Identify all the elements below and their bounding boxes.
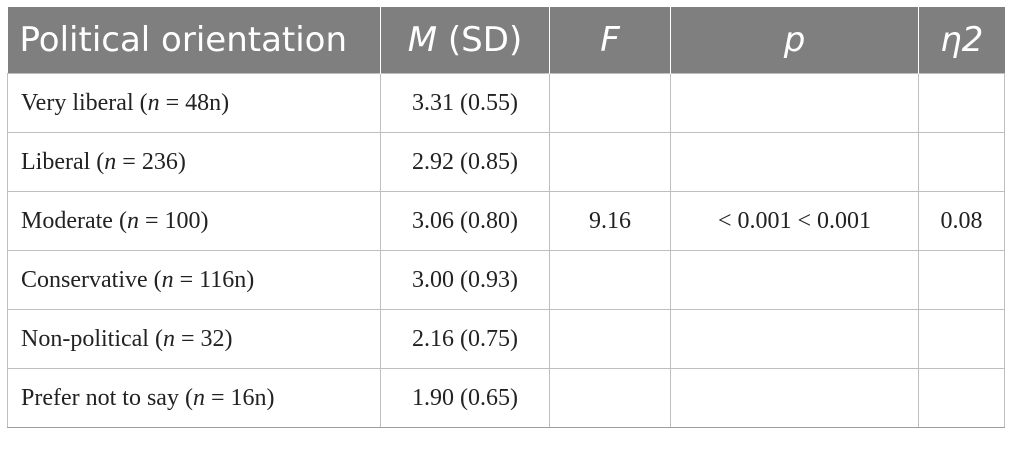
cell-p xyxy=(670,368,919,428)
cell-mean-sd: 3.00 (0.93) xyxy=(380,250,550,310)
cell-f xyxy=(549,368,671,428)
row-label: Non-political (n = 32) xyxy=(7,309,381,369)
row-label: Conservative (n = 116n) xyxy=(7,250,381,310)
cell-f xyxy=(549,309,671,369)
table-row: Moderate (n = 100) 3.06 (0.80) 9.16 < 0.… xyxy=(7,191,1005,251)
cell-mean-sd: 1.90 (0.65) xyxy=(380,368,550,428)
cell-mean-sd: 3.06 (0.80) xyxy=(380,191,550,251)
cell-mean-sd: 2.16 (0.75) xyxy=(380,309,550,369)
cell-eta-squared xyxy=(918,309,1005,369)
cell-f xyxy=(549,132,671,192)
cell-p xyxy=(670,132,919,192)
cell-mean-sd: 2.92 (0.85) xyxy=(380,132,550,192)
cell-f xyxy=(549,250,671,310)
cell-eta-squared xyxy=(918,368,1005,428)
row-label: Liberal (n = 236) xyxy=(7,132,381,192)
header-p: p xyxy=(670,7,919,74)
cell-p: < 0.001 < 0.001 xyxy=(670,191,919,251)
cell-eta-squared xyxy=(918,132,1005,192)
row-label: Very liberal (n = 48n) xyxy=(7,73,381,133)
row-label: Moderate (n = 100) xyxy=(7,191,381,251)
table-header: Political orientation M (SD) F p η2 xyxy=(7,7,1005,74)
cell-eta-squared xyxy=(918,73,1005,133)
cell-p xyxy=(670,309,919,369)
cell-eta-squared xyxy=(918,250,1005,310)
table-row: Liberal (n = 236) 2.92 (0.85) xyxy=(7,132,1005,192)
header-f: F xyxy=(549,7,671,74)
cell-f xyxy=(549,73,671,133)
table-row: Conservative (n = 116n) 3.00 (0.93) xyxy=(7,250,1005,310)
table-row: Very liberal (n = 48n) 3.31 (0.55) xyxy=(7,73,1005,133)
cell-eta-squared: 0.08 xyxy=(918,191,1005,251)
cell-f: 9.16 xyxy=(549,191,671,251)
header-eta-squared: η2 xyxy=(918,7,1005,74)
table-row: Prefer not to say (n = 16n) 1.90 (0.65) xyxy=(7,368,1005,428)
header-mean-sd: M (SD) xyxy=(380,7,550,74)
statistics-table: Political orientation M (SD) F p η2 Very… xyxy=(7,7,1005,428)
cell-p xyxy=(670,73,919,133)
header-row: Political orientation M (SD) F p η2 xyxy=(7,7,1005,74)
header-political-orientation: Political orientation xyxy=(7,7,381,74)
cell-mean-sd: 3.31 (0.55) xyxy=(380,73,550,133)
table-body: Very liberal (n = 48n) 3.31 (0.55) Liber… xyxy=(7,73,1005,428)
cell-p xyxy=(670,250,919,310)
row-label: Prefer not to say (n = 16n) xyxy=(7,368,381,428)
table-row: Non-political (n = 32) 2.16 (0.75) xyxy=(7,309,1005,369)
